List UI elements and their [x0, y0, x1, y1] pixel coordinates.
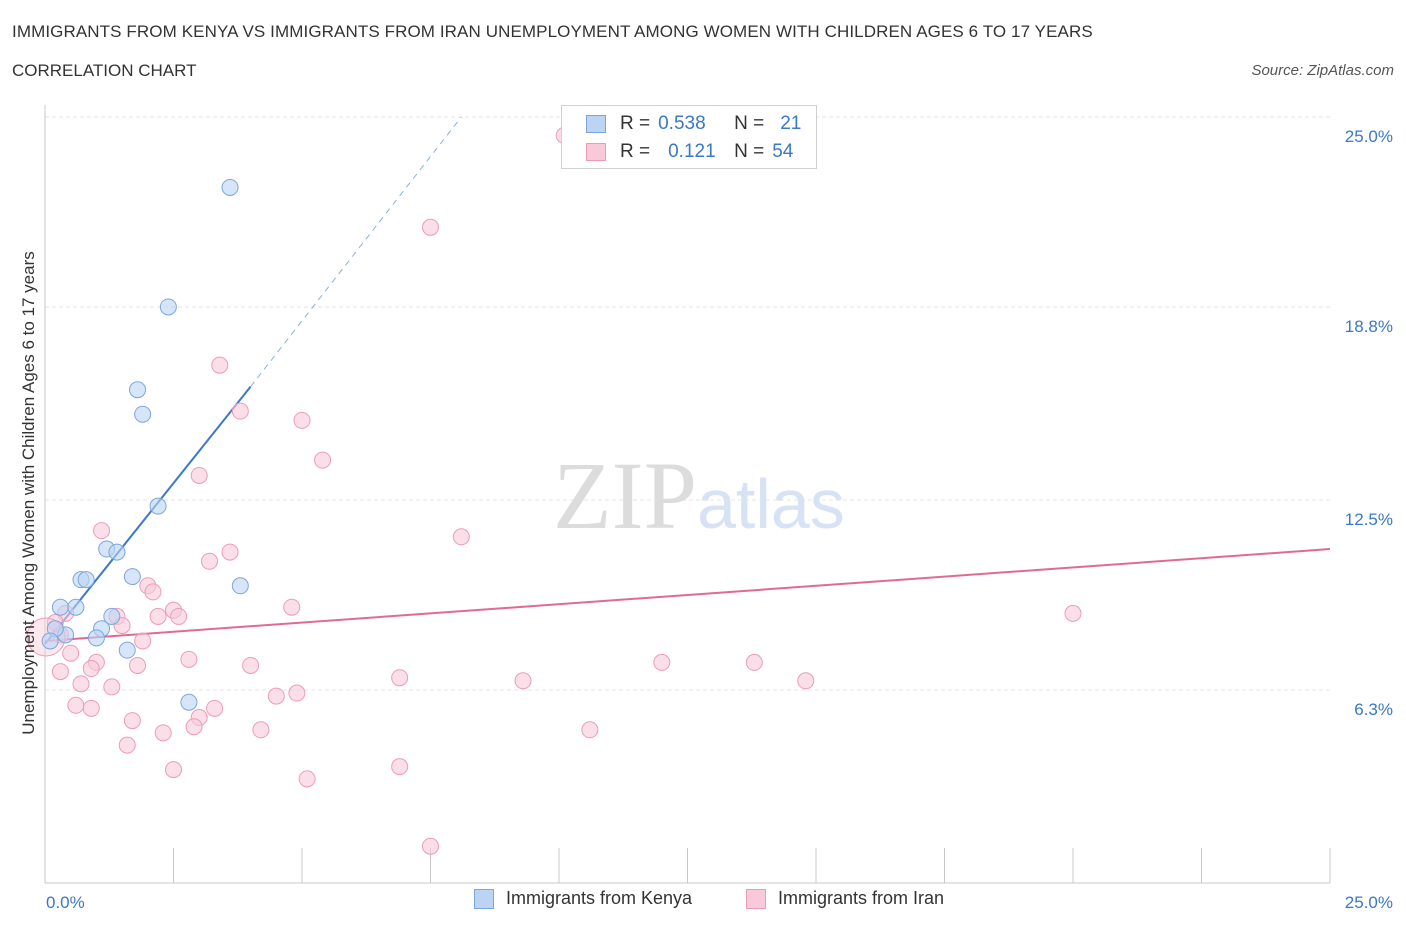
iran-n-label: N =	[734, 141, 764, 163]
kenya-point	[88, 630, 104, 646]
kenya-point	[78, 572, 94, 588]
kenya-r-value: 0.538	[658, 113, 728, 135]
iran-point	[124, 713, 140, 729]
iran-point	[201, 553, 217, 569]
series-legend: Immigrants from Kenya Immigrants from Ir…	[0, 888, 1406, 916]
kenya-n-value: 21	[780, 113, 801, 135]
kenya-swatch	[586, 115, 606, 133]
iran-point	[253, 722, 269, 738]
iran-point	[104, 679, 120, 695]
watermark: ZIPatlas	[553, 440, 845, 551]
iran-point	[1065, 605, 1081, 621]
iran-point	[392, 670, 408, 686]
iran-point	[150, 608, 166, 624]
iran-point	[423, 219, 439, 235]
iran-point	[392, 759, 408, 775]
iran-point	[83, 661, 99, 677]
kenya-point	[109, 544, 125, 560]
iran-point	[155, 725, 171, 741]
iran-point	[63, 645, 79, 661]
iran-trend-line	[45, 549, 1330, 641]
legend-row-kenya: R = 0.538 N = 21	[586, 112, 801, 136]
kenya-point	[68, 599, 84, 615]
iran-point	[73, 676, 89, 692]
chart-title: IMMIGRANTS FROM KENYA VS IMMIGRANTS FROM…	[12, 22, 1093, 42]
watermark-zip: ZIP	[553, 442, 697, 549]
iran-point	[186, 719, 202, 735]
y-tick-label: 12.5%	[1345, 510, 1393, 529]
iran-point	[94, 523, 110, 539]
watermark-atlas: atlas	[697, 465, 845, 543]
iran-point	[289, 685, 305, 701]
iran-point	[83, 700, 99, 716]
legend-kenya-swatch	[474, 889, 494, 909]
iran-point	[453, 529, 469, 545]
iran-point	[145, 584, 161, 600]
iran-point	[166, 762, 182, 778]
kenya-points	[42, 179, 248, 710]
kenya-point	[130, 382, 146, 398]
iran-point	[746, 654, 762, 670]
iran-point	[119, 737, 135, 753]
iran-point	[243, 657, 259, 673]
kenya-n-label: N =	[734, 113, 764, 135]
iran-point	[515, 673, 531, 689]
iran-r-label: R =	[620, 141, 650, 163]
iran-n-value: 54	[772, 141, 793, 163]
iran-point	[171, 608, 187, 624]
legend-item-kenya[interactable]: Immigrants from Kenya	[474, 888, 692, 909]
source-note: Source: ZipAtlas.com	[1251, 62, 1394, 79]
y-axis-label: Unemployment Among Women with Children A…	[19, 251, 38, 735]
iran-point	[52, 664, 68, 680]
kenya-point	[119, 642, 135, 658]
iran-point	[315, 452, 331, 468]
iran-swatch	[586, 143, 606, 161]
iran-point	[232, 403, 248, 419]
iran-point	[181, 651, 197, 667]
legend-kenya-label: Immigrants from Kenya	[506, 888, 692, 909]
iran-point	[294, 412, 310, 428]
y-tick-label: 6.3%	[1354, 700, 1393, 719]
legend-row-iran: R = 0.121 N = 54	[586, 140, 793, 164]
legend-iran-label: Immigrants from Iran	[778, 888, 944, 909]
iran-point	[135, 633, 151, 649]
kenya-point	[160, 299, 176, 315]
iran-point	[268, 688, 284, 704]
iran-point	[212, 357, 228, 373]
kenya-point	[124, 569, 140, 585]
y-tick-label: 18.8%	[1345, 317, 1393, 336]
legend-iran-swatch	[746, 889, 766, 909]
chart-subtitle: CORRELATION CHART	[12, 61, 197, 81]
kenya-point	[232, 578, 248, 594]
iran-point	[68, 697, 84, 713]
kenya-trend-extension	[251, 117, 462, 387]
iran-point	[284, 599, 300, 615]
stats-legend: R = 0.538 N = 21 R = 0.121 N = 54	[561, 105, 817, 169]
kenya-point	[42, 633, 58, 649]
iran-point	[222, 544, 238, 560]
iran-point	[130, 657, 146, 673]
kenya-r-label: R =	[620, 113, 650, 135]
iran-point	[798, 673, 814, 689]
iran-point	[299, 771, 315, 787]
iran-point	[582, 722, 598, 738]
legend-item-iran[interactable]: Immigrants from Iran	[746, 888, 944, 909]
kenya-point	[181, 694, 197, 710]
trend-lines	[45, 117, 1330, 644]
kenya-point	[135, 406, 151, 422]
kenya-point	[52, 599, 68, 615]
kenya-point	[222, 179, 238, 195]
kenya-point	[150, 498, 166, 514]
iran-point	[423, 838, 439, 854]
y-tick-label: 25.0%	[1345, 127, 1393, 146]
iran-r-value: 0.121	[668, 141, 728, 163]
iran-point	[654, 654, 670, 670]
iran-point	[191, 467, 207, 483]
iran-point	[207, 700, 223, 716]
